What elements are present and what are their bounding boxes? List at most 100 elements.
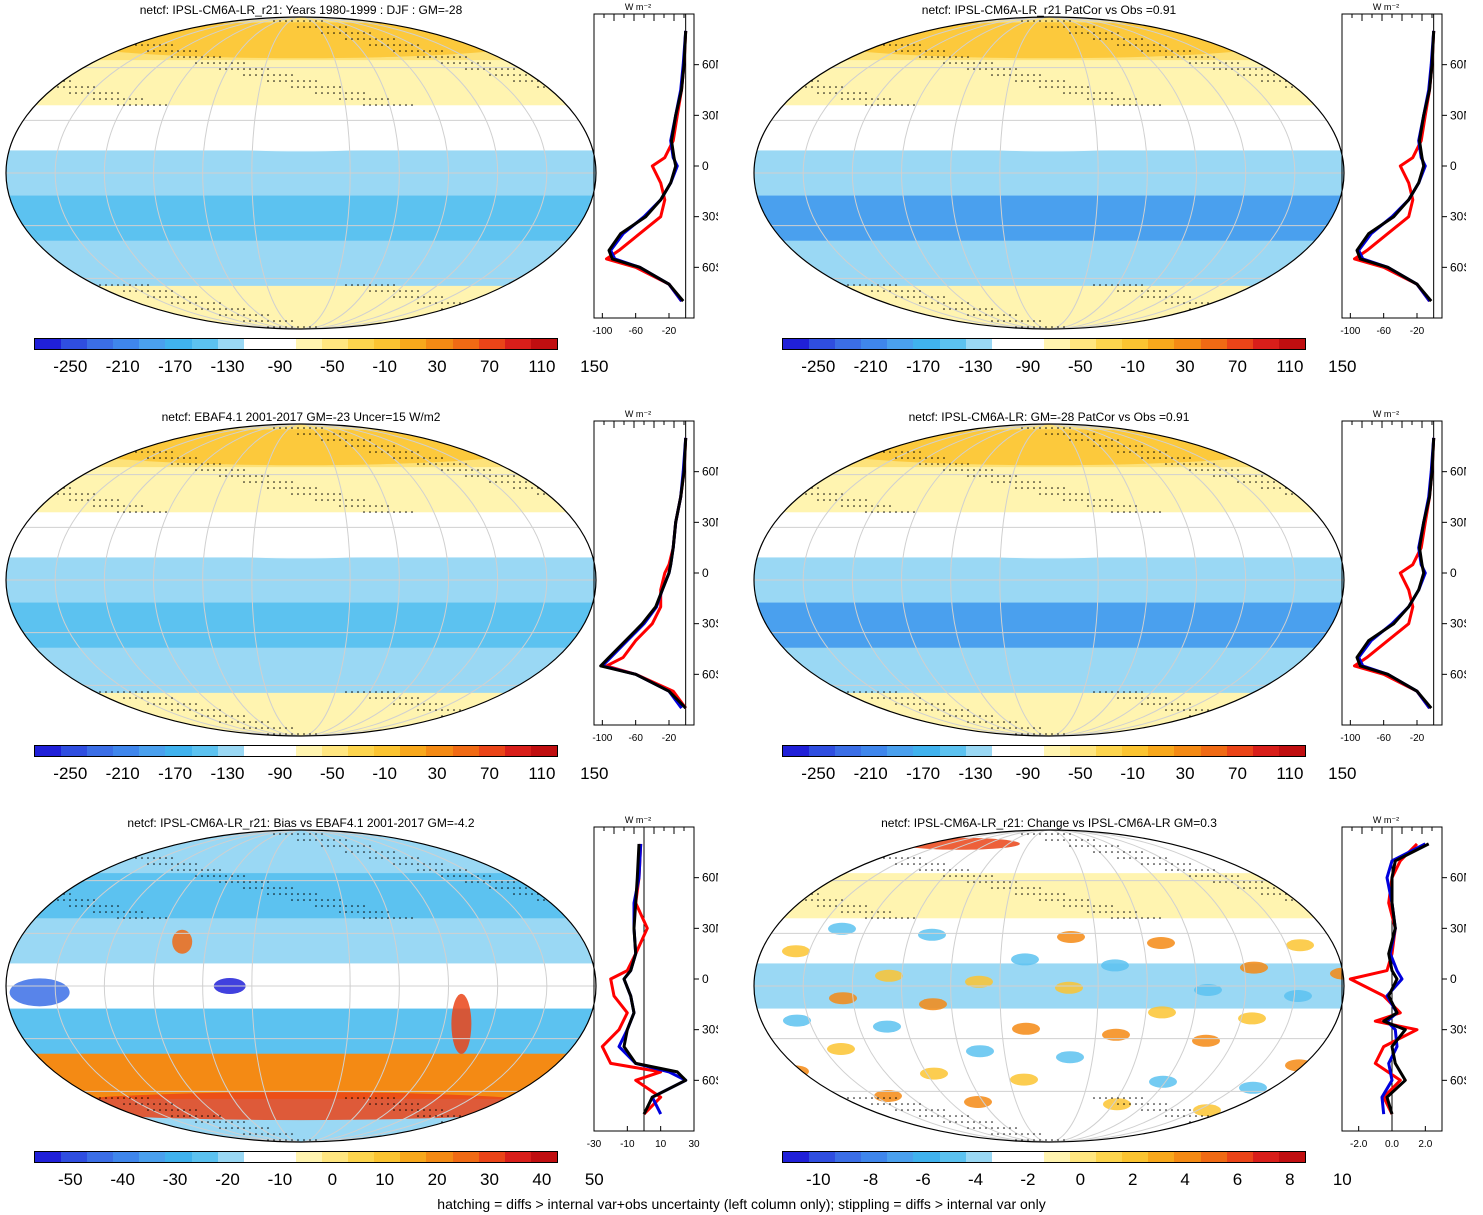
- stipple-dot: [961, 56, 963, 58]
- stipple-dot: [189, 56, 191, 58]
- stipple-dot: [351, 691, 353, 693]
- stipple-dot: [1267, 1133, 1269, 1135]
- stipple-dot: [273, 427, 275, 429]
- stipple-dot: [1309, 839, 1311, 841]
- stipple-dot: [997, 74, 999, 76]
- colorbar-swatch: [322, 339, 349, 349]
- stipple-dot: [267, 314, 269, 316]
- map-patch: [1102, 1028, 1130, 1041]
- map-patch: [1101, 959, 1129, 972]
- colorbar-tick-label: 70: [480, 357, 499, 376]
- stipple-dot: [399, 697, 401, 699]
- stipple-dot: [1165, 44, 1167, 46]
- stipple-dot: [105, 905, 107, 907]
- stipple-dot: [477, 62, 479, 64]
- stipple-dot: [141, 445, 143, 447]
- stipple-dot: [859, 691, 861, 693]
- stipple-dot: [489, 320, 491, 322]
- stipple-dot: [967, 62, 969, 64]
- stipple-dot: [1267, 887, 1269, 889]
- stipple-dot: [543, 433, 545, 435]
- stipple-dot: [393, 703, 395, 705]
- stipple-dot: [21, 475, 23, 477]
- stipple-dot: [195, 302, 197, 304]
- stipple-dot: [1027, 487, 1029, 489]
- stipple-dot: [453, 1121, 455, 1123]
- stipple-dot: [829, 32, 831, 34]
- stipple-dot: [1003, 475, 1005, 477]
- stipple-dot: [1201, 875, 1203, 877]
- stipple-dot: [1213, 62, 1215, 64]
- stipple-dot: [1141, 703, 1143, 705]
- stipple-dot: [15, 887, 17, 889]
- stipple-dot: [1099, 32, 1101, 34]
- graticule-meridian: [999, 830, 1099, 1142]
- stipple-dot: [411, 104, 413, 106]
- stipple-dot: [333, 92, 335, 94]
- stipple-dot: [75, 845, 77, 847]
- stipple-dot: [291, 481, 293, 483]
- stipple-dot: [165, 697, 167, 699]
- stipple-dot: [1171, 869, 1173, 871]
- stipple-dot: [781, 1139, 783, 1141]
- stipple-dot: [165, 290, 167, 292]
- stipple-dot: [787, 20, 789, 22]
- stipple-dot: [453, 308, 455, 310]
- stipple-dot: [573, 839, 575, 841]
- stipple-dot: [1129, 857, 1131, 859]
- stipple-dot: [1015, 481, 1017, 483]
- stipple-dot: [1105, 505, 1107, 507]
- stipple-dot: [781, 893, 783, 895]
- stipple-dot: [321, 433, 323, 435]
- stipple-dot: [1105, 1097, 1107, 1099]
- stipple-dot: [919, 451, 921, 453]
- stipple-dot: [69, 26, 71, 28]
- graticule-meridian: [901, 424, 1197, 736]
- stipple-dot: [387, 851, 389, 853]
- stipple-dot: [1261, 1127, 1263, 1129]
- stipple-dot: [787, 893, 789, 895]
- stipple-dot: [177, 50, 179, 52]
- stipple-dot: [303, 80, 305, 82]
- stipple-dot: [847, 691, 849, 693]
- stipple-dot: [111, 911, 113, 913]
- stipple-dot: [871, 845, 873, 847]
- stipple-dot: [895, 284, 897, 286]
- stipple-dot: [1213, 56, 1215, 58]
- stipple-dot: [63, 20, 65, 22]
- map-patch: [964, 1096, 992, 1108]
- stipple-dot: [141, 505, 143, 507]
- stipple-dot: [291, 326, 293, 328]
- colorbar-swatch: [965, 746, 992, 756]
- stipple-dot: [201, 463, 203, 465]
- stipple-dot: [793, 86, 795, 88]
- stipple-dot: [207, 62, 209, 64]
- stipple-dot: [153, 863, 155, 865]
- stipple-dot: [531, 893, 533, 895]
- stipple-dot: [1099, 691, 1101, 693]
- stipple-dot: [943, 296, 945, 298]
- stipple-dot: [817, 326, 819, 328]
- stipple-dot: [1237, 1133, 1239, 1135]
- stipple-dot: [189, 709, 191, 711]
- stipple-dot: [919, 709, 921, 711]
- stipple-dot: [1213, 308, 1215, 310]
- stipple-dot: [1111, 905, 1113, 907]
- stipple-dot: [339, 499, 341, 501]
- stipple-dot: [1207, 308, 1209, 310]
- stipple-dot: [1309, 326, 1311, 328]
- stipple-dot: [573, 845, 575, 847]
- stipple-dot: [387, 911, 389, 913]
- stipple-dot: [1303, 899, 1305, 901]
- stipple-dot: [1075, 433, 1077, 435]
- stipple-dot: [991, 308, 993, 310]
- colorbar-swatch: [113, 1152, 140, 1162]
- stipple-dot: [1309, 1139, 1311, 1141]
- stipple-dot: [369, 32, 371, 34]
- stipple-dot: [769, 74, 771, 76]
- stipple-dot: [1255, 320, 1257, 322]
- stipple-dot: [483, 314, 485, 316]
- stipple-dot: [877, 697, 879, 699]
- stipple-dot: [243, 715, 245, 717]
- stipple-dot: [387, 857, 389, 859]
